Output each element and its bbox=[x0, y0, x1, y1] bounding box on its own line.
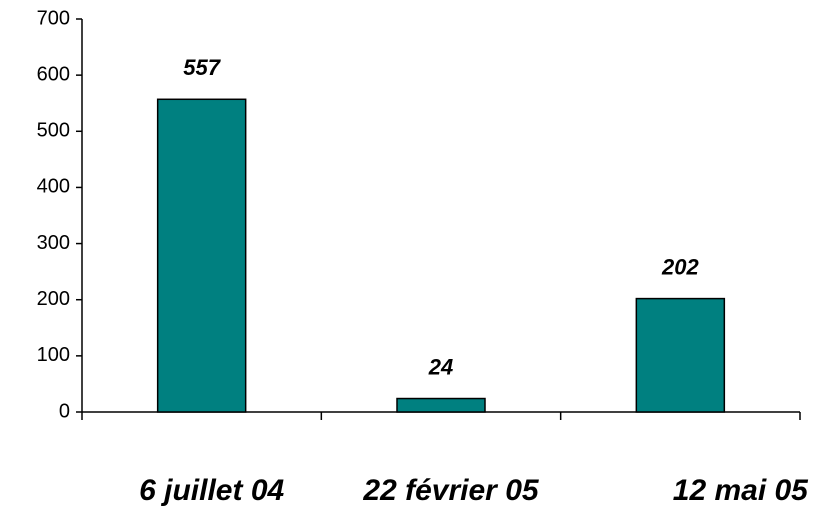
value-label: 202 bbox=[661, 254, 699, 279]
x-tick-label: 22 février 05 bbox=[362, 474, 539, 507]
y-tick-label: 100 bbox=[37, 344, 70, 366]
y-tick-label: 500 bbox=[37, 120, 70, 142]
y-tick-label: 200 bbox=[37, 288, 70, 310]
y-tick-label: 600 bbox=[37, 63, 70, 85]
x-tick-label: 6 juillet 04 bbox=[139, 474, 284, 507]
y-tick-label: 400 bbox=[37, 176, 70, 198]
bar bbox=[156, 98, 247, 413]
y-tick-label: 300 bbox=[37, 232, 70, 254]
bar bbox=[635, 297, 726, 413]
y-tick-label: 700 bbox=[37, 7, 70, 29]
value-label: 24 bbox=[428, 354, 453, 379]
bar bbox=[396, 397, 486, 413]
value-label: 557 bbox=[183, 55, 221, 80]
y-tick-label: 0 bbox=[59, 400, 70, 422]
x-tick-label: 12 mai 05 bbox=[673, 474, 809, 507]
